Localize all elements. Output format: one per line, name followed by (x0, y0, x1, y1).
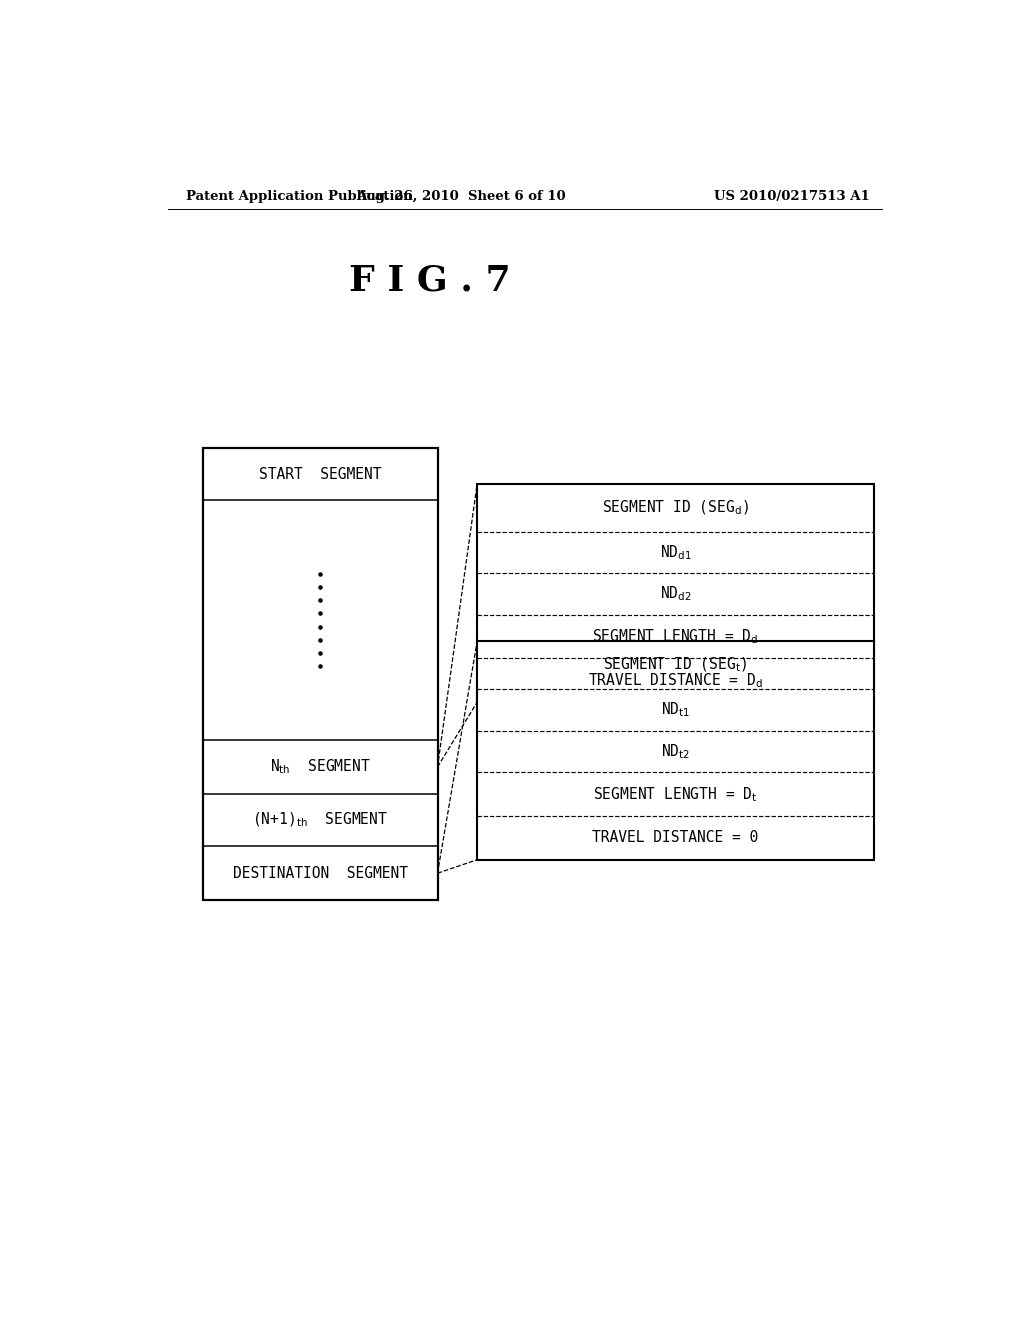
Text: Patent Application Publication: Patent Application Publication (186, 190, 413, 202)
Text: SEGMENT LENGTH = D$_{\rm t}$: SEGMENT LENGTH = D$_{\rm t}$ (593, 785, 758, 804)
Text: ND$_{\rm t2}$: ND$_{\rm t2}$ (662, 742, 690, 760)
Text: ND$_{\rm t1}$: ND$_{\rm t1}$ (660, 701, 690, 719)
Text: SEGMENT ID (SEG$_{\rm d}$): SEGMENT ID (SEG$_{\rm d}$) (602, 499, 750, 517)
Text: TRAVEL DISTANCE = D$_{\rm d}$: TRAVEL DISTANCE = D$_{\rm d}$ (588, 671, 763, 689)
Text: SEGMENT LENGTH = D$_{\rm d}$: SEGMENT LENGTH = D$_{\rm d}$ (593, 627, 759, 645)
Text: N$_{\rm th}$  SEGMENT: N$_{\rm th}$ SEGMENT (270, 758, 371, 776)
Bar (477, 642, 873, 859)
Text: (N+1)$_{\rm th}$  SEGMENT: (N+1)$_{\rm th}$ SEGMENT (252, 810, 388, 829)
Text: START  SEGMENT: START SEGMENT (259, 466, 382, 482)
Text: TRAVEL DISTANCE = 0: TRAVEL DISTANCE = 0 (593, 830, 759, 845)
Text: ND$_{\rm d2}$: ND$_{\rm d2}$ (659, 585, 691, 603)
Text: F I G . 7: F I G . 7 (349, 264, 510, 297)
Text: SEGMENT ID (SEG$_{\rm t}$): SEGMENT ID (SEG$_{\rm t}$) (603, 656, 748, 675)
Text: DESTINATION  SEGMENT: DESTINATION SEGMENT (232, 866, 408, 880)
Bar (477, 483, 873, 702)
Text: ND$_{\rm d1}$: ND$_{\rm d1}$ (659, 543, 691, 562)
Bar (204, 447, 437, 900)
Text: US 2010/0217513 A1: US 2010/0217513 A1 (715, 190, 870, 202)
Text: Aug. 26, 2010  Sheet 6 of 10: Aug. 26, 2010 Sheet 6 of 10 (356, 190, 566, 202)
